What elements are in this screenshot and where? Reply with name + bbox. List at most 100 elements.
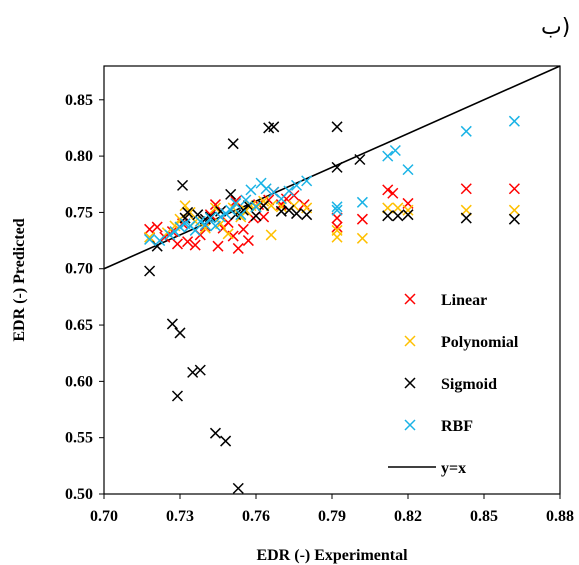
data-point <box>194 364 206 376</box>
data-point <box>301 209 313 221</box>
data-point <box>171 238 183 250</box>
legend-label-sigmoid: Sigmoid <box>441 376 497 393</box>
data-point <box>171 390 183 402</box>
data-point <box>209 199 221 211</box>
data-point <box>260 183 272 195</box>
legend-label-polynomial: Polynomial <box>441 334 519 351</box>
data-point <box>187 366 199 378</box>
reference-line-layer <box>103 65 561 270</box>
data-point <box>225 188 237 200</box>
data-point <box>460 125 472 137</box>
data-point <box>230 195 242 207</box>
axis-ticks: 0.70 0.73 0.76 0.79 0.82 0.85 0.88 0.50 0.55 0.60… <box>65 92 574 525</box>
data-point <box>144 231 156 243</box>
data-point <box>392 202 404 214</box>
data-point <box>182 236 194 248</box>
data-point <box>331 121 343 133</box>
data-point <box>245 184 257 196</box>
data-point <box>189 239 201 251</box>
data-point <box>354 153 366 166</box>
plot-frame <box>103 65 561 495</box>
data-point <box>356 196 368 208</box>
data-point <box>204 211 216 223</box>
data-point <box>392 210 404 222</box>
data-point <box>291 179 303 191</box>
data-point <box>154 235 166 247</box>
data-point <box>508 183 520 195</box>
data-point <box>179 200 191 212</box>
data-point <box>204 212 216 224</box>
data-point <box>331 231 343 243</box>
data-point <box>177 179 189 191</box>
data-point <box>237 223 249 235</box>
data-point <box>508 213 520 225</box>
x-axis-title: EDR (-) Experimental <box>256 547 408 564</box>
data-point <box>174 221 186 233</box>
data-point <box>356 232 368 244</box>
y-tick-label: 0.60 <box>65 373 93 390</box>
legend-marker-polynomial <box>404 335 416 347</box>
data-point <box>250 210 262 222</box>
data-point <box>232 242 244 254</box>
data-point <box>209 202 221 214</box>
data-points <box>144 115 520 494</box>
data-point <box>209 427 221 439</box>
y-tick-label: 0.85 <box>65 92 93 109</box>
data-point <box>291 208 303 220</box>
legend: Linear Polynomial Sigmoid RBF y=x <box>388 292 519 477</box>
data-point <box>199 222 211 234</box>
series-rbf <box>144 115 520 247</box>
data-point <box>182 206 194 218</box>
y-tick-label: 0.75 <box>65 204 93 221</box>
x-tick-label: 0.88 <box>546 508 574 525</box>
data-point <box>144 233 156 245</box>
data-point <box>301 175 313 187</box>
data-point <box>258 195 270 207</box>
data-point <box>144 265 156 277</box>
data-point <box>283 185 295 197</box>
data-point <box>209 220 221 232</box>
y-tick-label: 0.50 <box>65 486 93 503</box>
data-point <box>402 209 414 221</box>
legend-marker-sigmoid <box>404 377 416 389</box>
data-point <box>402 204 414 216</box>
y-tick-label: 0.70 <box>65 261 93 278</box>
data-point <box>356 213 368 225</box>
data-point <box>240 194 252 206</box>
data-point <box>194 215 206 227</box>
data-point <box>382 202 394 214</box>
y-tick-label: 0.55 <box>65 430 93 447</box>
x-tick-label: 0.70 <box>90 508 118 525</box>
data-point <box>275 201 287 213</box>
x-tick-label: 0.82 <box>394 508 422 525</box>
x-tick-label: 0.79 <box>318 508 346 525</box>
data-point <box>382 184 394 196</box>
data-point <box>331 221 343 233</box>
data-point <box>192 209 204 221</box>
data-point <box>144 223 156 235</box>
data-point <box>199 219 211 231</box>
data-point <box>331 201 343 213</box>
reference-line-y-equals-x <box>103 65 561 270</box>
data-point <box>220 208 232 220</box>
data-point <box>250 201 262 213</box>
data-point <box>174 327 186 339</box>
legend-label-rbf: RBF <box>441 418 473 435</box>
data-point <box>227 138 239 150</box>
data-point <box>164 229 176 241</box>
x-tick-label: 0.73 <box>166 508 194 525</box>
data-point <box>389 144 401 157</box>
data-point <box>212 240 224 252</box>
data-point <box>508 115 520 127</box>
legend-label-y-equals-x: y=x <box>441 460 466 477</box>
data-point <box>283 204 295 216</box>
data-point <box>215 211 227 223</box>
y-axis-title: EDR (-) Predicted <box>11 218 28 341</box>
x-tick-label: 0.76 <box>242 508 270 525</box>
data-point <box>402 164 414 176</box>
data-point <box>265 229 277 241</box>
data-point <box>242 235 254 247</box>
data-point <box>460 212 472 224</box>
data-point <box>331 204 343 216</box>
